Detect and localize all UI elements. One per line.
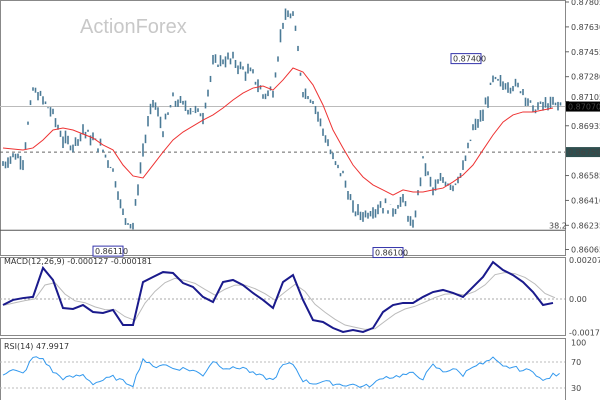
current-price-box xyxy=(566,101,600,112)
price-tag: 0.87400 xyxy=(453,55,486,64)
macd-frame xyxy=(0,257,566,336)
rsi-line xyxy=(2,356,560,388)
y-tick-label: 0.86065 xyxy=(571,246,600,255)
y-tick-label: 0.87455 xyxy=(571,48,600,57)
price-tag: 0.86110 xyxy=(95,247,128,256)
rsi-panel: 100 70 30 xyxy=(0,339,586,393)
y-tick-label: 70 xyxy=(571,358,581,367)
y-tick-label: 0.87805 xyxy=(571,0,600,7)
price-tag-box xyxy=(372,247,404,259)
y-tick-label: -0.001778 xyxy=(569,328,600,337)
price-tag-box xyxy=(92,245,124,257)
y-tick-label: 0.002072 xyxy=(569,256,600,265)
fib-label: 38.2 xyxy=(549,221,567,230)
macd-line xyxy=(2,260,554,333)
level-box xyxy=(566,147,600,158)
signal-line xyxy=(4,272,556,330)
macd-title: MACD(12,26,9) -0.000127 -0.000181 xyxy=(4,257,152,266)
rsi-frame xyxy=(0,338,566,400)
macd-panel: 0.002072 0.00 -0.001778 xyxy=(0,256,600,337)
y-tick-label: 100 xyxy=(571,339,586,348)
y-tick-label: 0.86935 xyxy=(571,122,600,131)
level-label: 0.86750 xyxy=(568,148,600,157)
current-price-label: 0.87070 xyxy=(568,103,600,112)
y-tick-label: 0.00 xyxy=(569,295,587,304)
price-frame xyxy=(0,0,566,256)
rsi-title: RSI(14) 47.9917 xyxy=(4,342,69,351)
y-tick-label: 0.86585 xyxy=(571,172,600,181)
y-tick-label: 30 xyxy=(571,384,581,393)
y-tick-label: 0.86235 xyxy=(571,221,600,230)
price-tag: 0.86100 xyxy=(375,249,408,258)
y-tick-label: 0.87105 xyxy=(571,93,600,102)
watermark: ActionForex xyxy=(80,16,187,38)
price-tag-box xyxy=(450,53,482,65)
moving-average-line xyxy=(2,67,554,196)
